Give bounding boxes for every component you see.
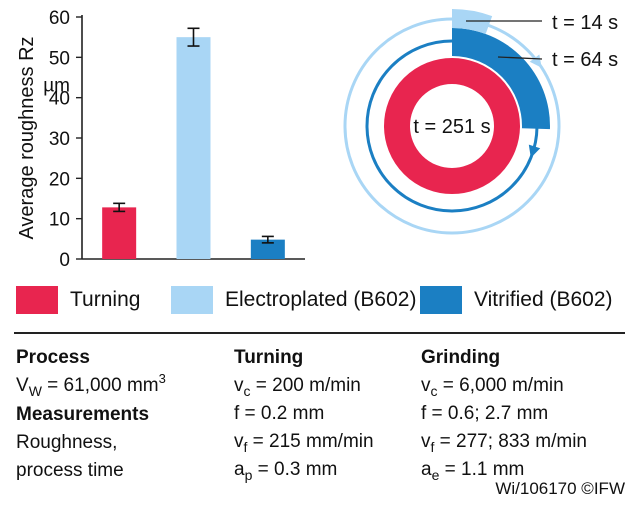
info-column-turning: Turning vc = 200 m/min f = 0.2 mm vf = 2…	[234, 344, 374, 484]
info-column-process: Process VW = 61,000 mm3 Measurements Rou…	[16, 344, 166, 485]
legend-swatch-turning	[16, 286, 58, 314]
electroplated-arrowhead	[529, 54, 542, 68]
turning-param-ap: ap = 0.3 mm	[234, 459, 338, 483]
bar-3	[250, 239, 285, 259]
y-tick-label: 0	[59, 250, 70, 271]
y-tick-label: 10	[49, 210, 70, 231]
process-time-ring-chart: t = 14 s t = 64 s t = 251 s	[343, 9, 618, 235]
label-electroplated-time: t = 14 s	[552, 12, 618, 34]
grinding-param-vf: vf = 277; 833 m/min	[421, 431, 588, 455]
grinding-param-ae: ae = 1.1 mm	[421, 459, 525, 483]
legend-label-turning: Turning	[70, 288, 141, 311]
legend-label-vitrified: Vitrified (B602)	[474, 288, 613, 311]
turning-param-vf: vf = 215 mm/min	[234, 431, 374, 455]
measurement-line-1: Roughness,	[16, 432, 118, 453]
turning-time-ring	[384, 58, 520, 194]
turning-heading: Turning	[234, 347, 304, 368]
turning-param-vc: vc = 200 m/min	[234, 375, 361, 399]
vitrified-time-sector	[452, 28, 550, 130]
bar-2	[176, 37, 211, 259]
label-turning-time: t = 251 s	[413, 116, 490, 138]
legend: Turning Electroplated (B602) Vitrified (…	[16, 282, 626, 318]
leader-line-64s	[497, 56, 543, 60]
measurements-heading: Measurements	[16, 404, 150, 425]
grinding-heading: Grinding	[421, 347, 501, 368]
measurement-line-2: process time	[16, 460, 124, 481]
legend-swatch-electroplated	[171, 286, 213, 314]
y-tick-label: 60	[49, 8, 70, 29]
process-heading: Process	[16, 347, 90, 368]
y-unit-label: µm	[43, 75, 70, 96]
legend-label-electroplated: Electroplated (B602)	[225, 288, 417, 311]
workpiece-volume: VW = 61,000 mm3	[16, 371, 166, 399]
divider	[14, 332, 625, 334]
y-tick-label: 50	[49, 48, 70, 69]
turning-param-f: f = 0.2 mm	[234, 403, 325, 424]
credit-text: Wi/106170 ©IFW	[495, 479, 625, 498]
grinding-param-f: f = 0.6; 2.7 mm	[421, 403, 549, 424]
legend-swatch-vitrified	[420, 286, 462, 314]
label-vitrified-time: t = 64 s	[552, 49, 618, 71]
y-tick-label: 30	[49, 129, 70, 150]
y-tick-label: 20	[49, 169, 70, 190]
y-tick-label: 40	[49, 89, 70, 110]
info-column-grinding: Grinding vc = 6,000 m/min f = 0.6; 2.7 m…	[421, 344, 587, 484]
vitrified-arrowhead	[528, 144, 541, 158]
grinding-param-vc: vc = 6,000 m/min	[421, 375, 564, 399]
y-axis-title: Average roughness Rz	[16, 36, 38, 239]
bar-1	[102, 207, 137, 259]
